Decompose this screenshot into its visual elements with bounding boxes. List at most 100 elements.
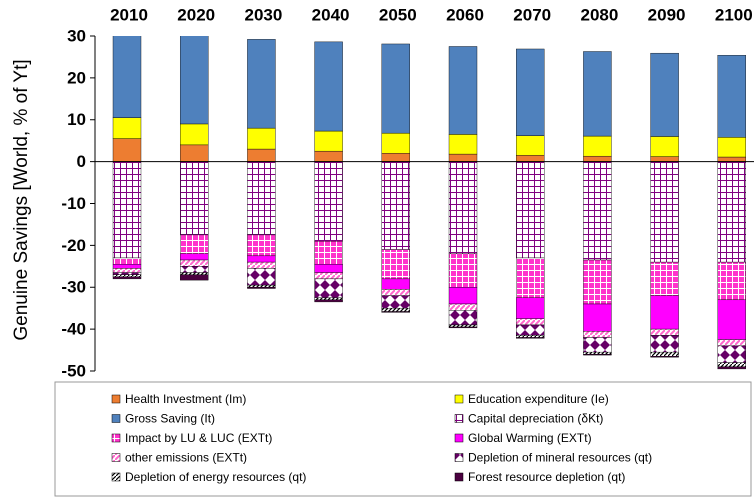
legend-swatch [111, 394, 121, 404]
bar-segment [448, 161, 478, 254]
bar-segment [381, 153, 410, 162]
bar-segment [583, 331, 612, 338]
bar-segment [247, 284, 276, 288]
bar-segment [717, 55, 746, 138]
x-tick-label: 2100 [715, 5, 753, 24]
bar-segment [381, 278, 410, 290]
bar-segment [583, 337, 612, 353]
bar-segment [448, 326, 478, 329]
legend-box [54, 381, 752, 497]
bar-segment [516, 48, 545, 136]
bar-segment [448, 287, 478, 305]
bar-segment [717, 156, 746, 162]
bar-segment [583, 135, 612, 157]
bar-segment [179, 272, 209, 275]
bar-segment [381, 132, 410, 154]
bar-segment [247, 148, 276, 162]
bar-segment [381, 295, 410, 309]
bar-segment [179, 161, 209, 236]
legend-swatch [111, 453, 121, 462]
x-tick-label: 2040 [312, 5, 350, 24]
bar-segment [314, 240, 343, 265]
bar-segment [516, 155, 545, 162]
bar-segment [179, 253, 209, 261]
bar-segment [516, 335, 545, 338]
x-tick-label: 2010 [110, 5, 148, 24]
bar-segment [247, 127, 276, 150]
bar-segment [583, 354, 612, 356]
bar-segment [112, 36, 142, 118]
bar-segment [650, 335, 679, 353]
legend-swatch [111, 414, 121, 423]
bar-segment [717, 345, 746, 363]
legend-label: Forest resource depletion (qt) [468, 470, 625, 484]
legend-label: Impact by LU & LUC (EXTt) [125, 431, 272, 445]
legend-label: Depletion of energy resources (qt) [125, 470, 306, 484]
bar-segment [650, 161, 679, 263]
bar-segment [650, 295, 679, 330]
bar-segment [583, 259, 612, 305]
bar-segment [112, 117, 142, 139]
bar-segment [516, 318, 545, 326]
y-tick-label: -20 [61, 236, 86, 255]
bar-segment [247, 255, 276, 263]
bar-segment [583, 303, 612, 332]
y-axis-title: Genuine Savings [World, % of Yt] [11, 59, 32, 340]
bar-segment [650, 356, 679, 358]
bar-segment [179, 144, 209, 162]
y-tick-label: 10 [67, 110, 86, 129]
bar-segment [314, 278, 343, 298]
bar-segment [516, 257, 545, 298]
bar-segment [650, 351, 679, 357]
bar-segment [717, 366, 746, 370]
bar-segment [314, 264, 343, 273]
bar-segment [112, 264, 142, 269]
y-tick-label: 30 [67, 26, 86, 45]
bar-segment [314, 272, 343, 280]
legend-swatch [454, 394, 464, 404]
y-tick-label: 0 [77, 152, 86, 171]
bar-segment [583, 155, 612, 162]
bar-segment [381, 43, 410, 134]
bar-segment [179, 36, 209, 125]
bar-segment [448, 134, 478, 155]
x-tick-label: 2050 [379, 5, 417, 24]
x-tick-label: 2020 [177, 5, 215, 24]
legend-label: Depletion of mineral resources (qt) [468, 451, 652, 465]
legend-swatch [454, 433, 464, 443]
legend-label: Health Investment (Im) [125, 392, 246, 406]
bar-segment [112, 276, 142, 280]
bar-segment [247, 268, 276, 286]
bar-segment [112, 257, 142, 265]
bar-segment [448, 324, 478, 328]
legend-swatch [454, 453, 464, 462]
legend-label: Capital depreciation (δKt) [468, 412, 603, 426]
legend-swatch [454, 472, 464, 482]
bar-segment [112, 272, 142, 275]
bar-segment [516, 324, 545, 336]
y-tick-label: 20 [67, 68, 86, 87]
bar-segment [314, 299, 343, 303]
bar-segment [381, 249, 410, 280]
bar-segment [516, 297, 545, 319]
bar-segment [717, 261, 746, 301]
bar-segment [112, 274, 142, 277]
bar-segment [179, 259, 209, 267]
bar-segment [448, 253, 478, 288]
bar-segment [717, 339, 746, 347]
bar-segment [448, 153, 478, 162]
bar-segment [314, 130, 343, 152]
x-tick-label: 2070 [513, 5, 551, 24]
bar-segment [717, 161, 746, 263]
bar-segment [112, 268, 142, 273]
bar-segment [381, 311, 410, 313]
legend-swatch [454, 414, 464, 423]
bar-segment [314, 150, 343, 162]
legend-label: Education expenditure (Ie) [468, 392, 609, 406]
bar-segment [448, 303, 478, 311]
x-tick-label: 2090 [648, 5, 686, 24]
bar-segment [247, 287, 276, 289]
bar-segment [583, 351, 612, 355]
bar-segment [650, 156, 679, 162]
bar-segment [314, 161, 343, 242]
